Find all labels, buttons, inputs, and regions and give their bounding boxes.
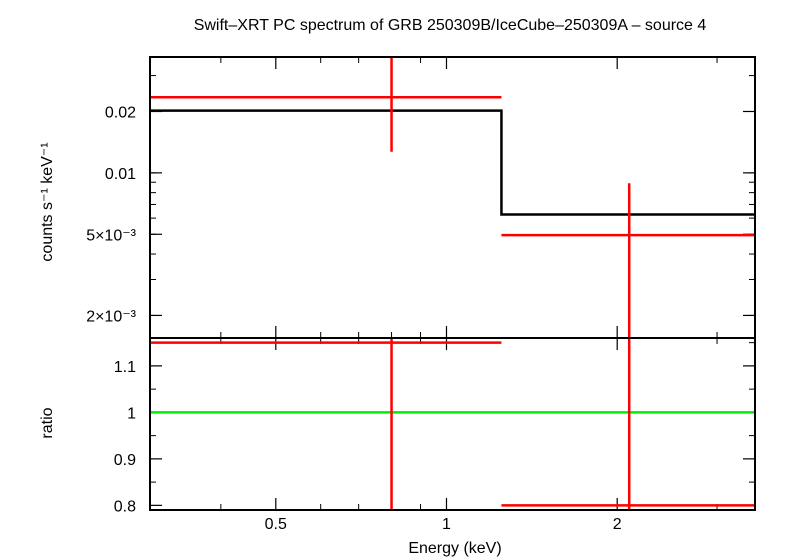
y-tick-label: 0.01 <box>105 166 136 183</box>
y-axis-label-spectrum: counts s⁻¹ keV⁻¹ <box>39 142 56 261</box>
y-tick-label: 0.8 <box>114 498 136 515</box>
y-tick-label: 0.9 <box>114 452 136 469</box>
model-step-line <box>150 109 755 216</box>
y-tick-label: 5×10⁻³ <box>86 227 136 244</box>
x-tick-label: 0.5 <box>265 516 287 533</box>
y-tick-label: 0.02 <box>105 104 136 121</box>
x-tick-label: 2 <box>613 516 622 533</box>
y-tick-label: 1.1 <box>114 359 136 376</box>
y-axis-label-ratio: ratio <box>39 407 56 438</box>
y-tick-label: 1 <box>127 405 136 422</box>
plot-frame <box>149 337 756 511</box>
chart-title: Swift–XRT PC spectrum of GRB 250309B/Ice… <box>194 17 707 34</box>
x-tick-label: 1 <box>442 516 451 533</box>
chart-marks: 0.02 0.01 5×10⁻³ 2×10⁻³ 0.8 0.9 1 1.1 0.5 1 2 <box>86 56 756 533</box>
plot-frame <box>149 56 756 339</box>
x-axis-label: Energy (keV) <box>408 540 501 557</box>
y-tick-label: 2×10⁻³ <box>86 308 136 325</box>
